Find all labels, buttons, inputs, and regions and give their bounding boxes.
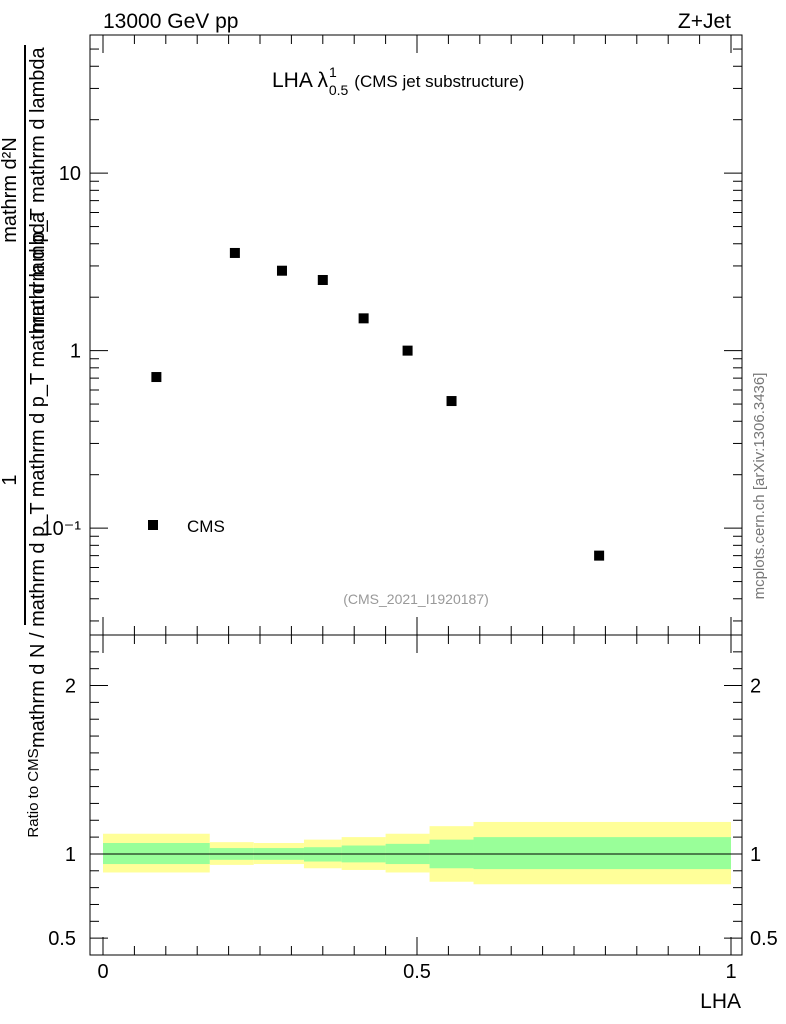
ratio-ytick-label: 0.5	[48, 928, 76, 950]
analysis-watermark: (CMS_2021_I1920187)	[343, 591, 489, 607]
data-point	[229, 247, 240, 258]
ratio-ytick-label: 1	[65, 844, 76, 866]
header-left: 13000 GeV pp	[103, 10, 238, 33]
plot-title-sup: 1	[329, 64, 337, 80]
ylabel-denominator-right: mathrm d p_T mathrm d lambda	[27, 46, 49, 332]
ratio-ytick-label-right: 1	[750, 844, 761, 866]
data-point	[446, 396, 457, 407]
ylabel-denominator: mathrm d N / mathrm d p_T mathrm d p_T m…	[27, 211, 49, 748]
main-axis-ticks: 10⁻¹ 1 10	[42, 34, 742, 635]
data-point	[151, 372, 162, 383]
ratio-axis-ticks: 0.5 0.5 1 1 2 2 0 0.5 1	[48, 634, 778, 983]
data-point	[358, 313, 369, 324]
data-point	[276, 265, 287, 276]
plot-title-sub: 0.5	[329, 82, 349, 98]
x-tick-label: 1	[725, 961, 736, 983]
data-point	[402, 345, 413, 356]
x-tick-label: 0.5	[403, 961, 431, 983]
ratio-ytick-label: 2	[65, 676, 76, 698]
ratio-band-inner	[473, 837, 731, 870]
header-right: Z+Jet	[678, 10, 731, 33]
data-point	[594, 550, 605, 561]
ratio-ylabel: Ratio to CMS	[25, 748, 42, 837]
ratio-panel-frame	[89, 634, 743, 956]
main-ytick-label: 10⁻¹	[42, 518, 82, 540]
ratio-ytick-label-right: 0.5	[750, 928, 778, 950]
x-tick-label: 0	[97, 961, 108, 983]
side-credit: mcplots.cern.ch [arXiv:1306.3436]	[751, 373, 768, 600]
main-ylabel: 1 mathrm d N / mathrm d p_T mathrm d p_T…	[0, 45, 49, 748]
ylabel-numerator-right: mathrm d²N	[0, 137, 21, 243]
data-point	[317, 274, 328, 285]
main-panel-frame	[89, 34, 743, 636]
ratio-ytick-label-right: 2	[750, 676, 761, 698]
plot-title: LHA λ1 0.5 (CMS jet substructure)	[272, 64, 524, 98]
ylabel-numerator: 1	[0, 474, 21, 485]
main-data-points	[151, 247, 605, 561]
main-ytick-label: 10	[59, 163, 81, 185]
main-ytick-label: 1	[70, 341, 81, 363]
plot-title-main: LHA λ	[272, 69, 329, 92]
ratio-bands	[103, 821, 731, 885]
legend-marker	[148, 520, 158, 530]
plot-title-suffix: (CMS jet substructure)	[354, 72, 524, 91]
legend-label: CMS	[187, 517, 225, 536]
x-axis-label: LHA	[700, 990, 741, 1013]
